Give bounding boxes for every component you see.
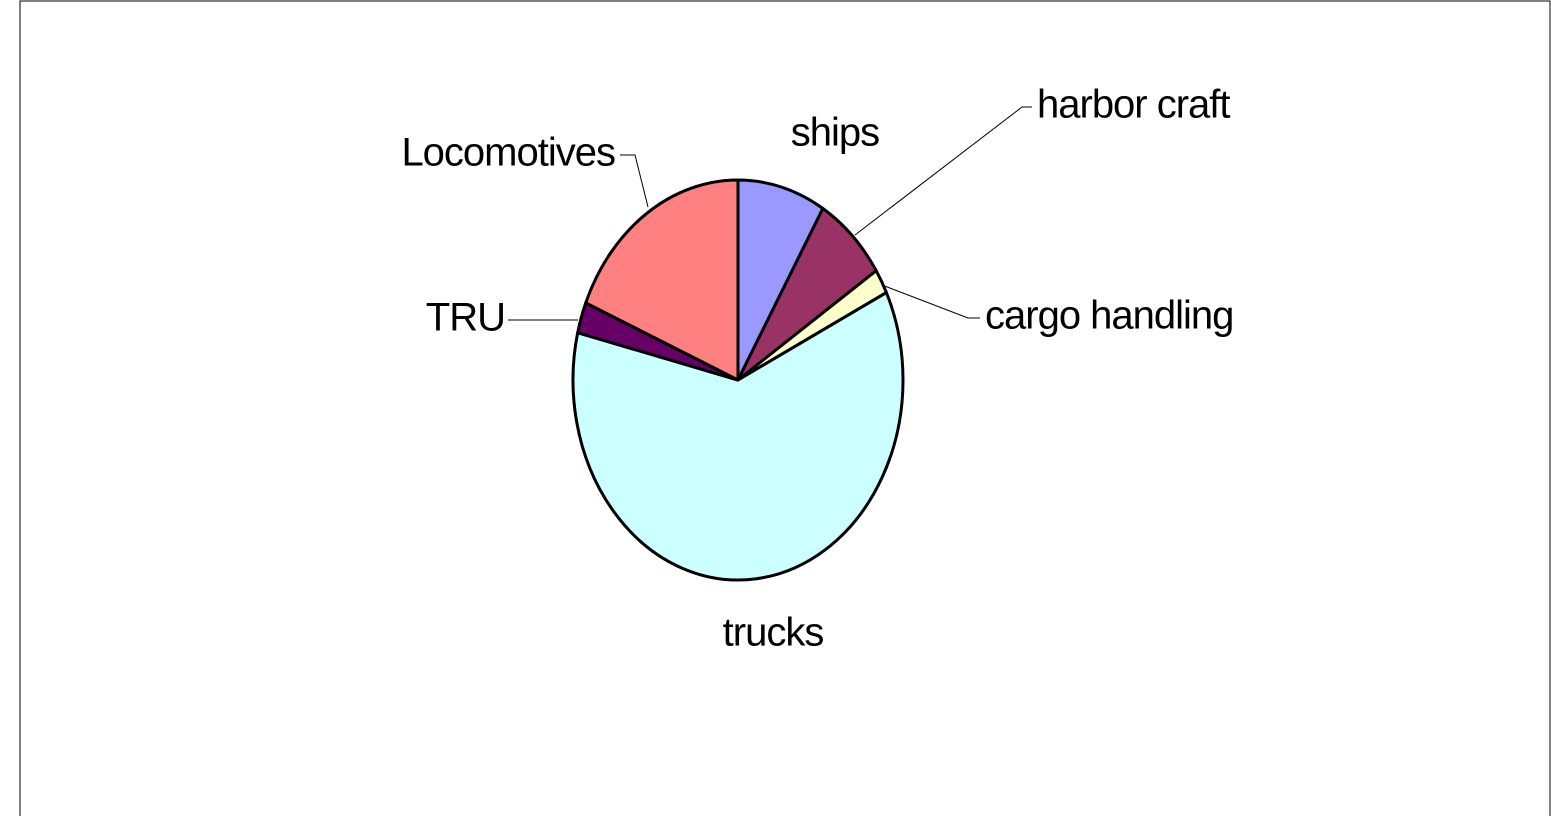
pie-slice — [584, 178, 740, 382]
slice-label: trucks — [723, 611, 824, 655]
slice-label: harbor craft — [1037, 83, 1230, 127]
slice-label: Locomotives — [401, 131, 615, 175]
leader-line — [881, 284, 980, 319]
leader-line — [854, 106, 1032, 236]
slice-label: cargo handling — [985, 294, 1233, 338]
pie-slice — [736, 178, 825, 382]
leader-line — [620, 154, 649, 208]
pie-slice — [571, 291, 905, 582]
slice-label: TRU — [426, 296, 505, 340]
slice-label: ships — [791, 111, 879, 155]
